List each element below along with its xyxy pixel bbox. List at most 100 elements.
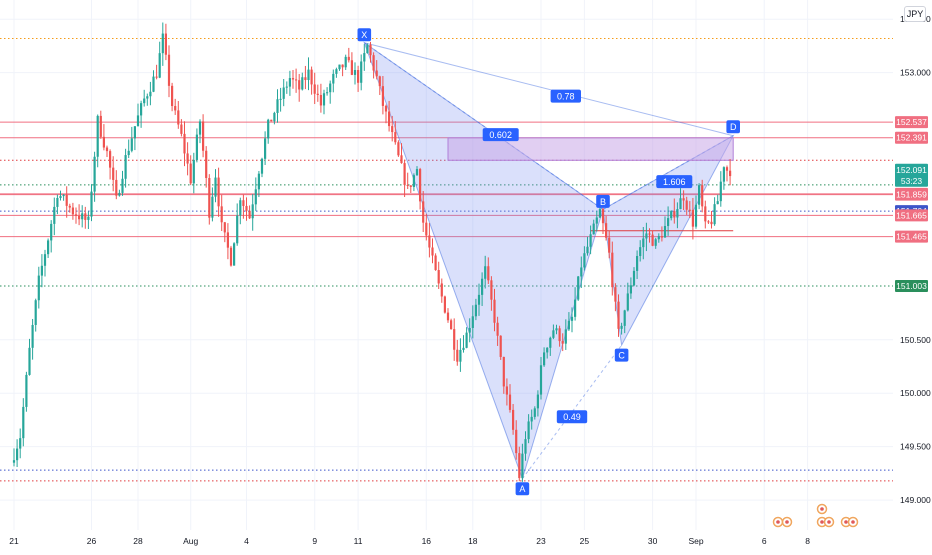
candle-body bbox=[691, 209, 694, 227]
event-marker-dot bbox=[827, 520, 831, 524]
candle-body bbox=[78, 215, 81, 220]
price-axis[interactable]: 153.500153.000150.500150.000149.500149.0… bbox=[893, 0, 932, 550]
price-level-tag[interactable]: 152.391 bbox=[895, 131, 928, 144]
candle-body bbox=[189, 163, 192, 184]
candle-body bbox=[87, 216, 90, 220]
candle-body bbox=[229, 247, 233, 266]
date-tick-label: 18 bbox=[468, 536, 478, 546]
candle-body bbox=[487, 266, 490, 281]
candle-body bbox=[133, 126, 136, 139]
candle-body bbox=[574, 299, 577, 317]
candle-body bbox=[450, 320, 453, 330]
candle-body bbox=[670, 211, 673, 219]
candle-body bbox=[211, 196, 214, 218]
candle-body bbox=[140, 103, 143, 116]
event-marker-dot bbox=[844, 520, 848, 524]
candle-body bbox=[539, 365, 543, 395]
event-marker-dot bbox=[820, 520, 824, 524]
pattern-leg bbox=[364, 42, 604, 210]
candle-body bbox=[161, 33, 164, 54]
event-marker-dot bbox=[851, 520, 855, 524]
price-level-tag[interactable]: 151.859 bbox=[895, 188, 928, 201]
candle-body bbox=[654, 239, 657, 246]
date-tick-label: 30 bbox=[648, 536, 658, 546]
candle-body bbox=[326, 92, 329, 94]
event-markers[interactable] bbox=[772, 503, 859, 528]
candle-body bbox=[682, 198, 685, 201]
target-zone[interactable] bbox=[447, 137, 734, 161]
price-level-tag[interactable]: 151.665 bbox=[895, 209, 928, 222]
price-level-tag[interactable]: 152.537 bbox=[895, 116, 928, 129]
ratio-label-text: 0.78 bbox=[557, 92, 575, 102]
candle-body bbox=[543, 352, 546, 366]
point-b-label[interactable]: B bbox=[596, 194, 610, 208]
date-tick-label: 23 bbox=[536, 536, 546, 546]
price-level-tag[interactable]: 151.465 bbox=[895, 230, 928, 243]
candle-body bbox=[713, 204, 716, 225]
candle-body bbox=[102, 136, 105, 148]
candle-body bbox=[446, 312, 450, 321]
candle-body bbox=[477, 294, 481, 305]
candle-body bbox=[406, 184, 409, 186]
ratio-label[interactable]: 0.78 bbox=[550, 89, 581, 103]
candle-body bbox=[598, 209, 601, 218]
candle-body bbox=[350, 60, 353, 75]
candle-body bbox=[304, 77, 307, 81]
candle-body bbox=[645, 233, 648, 239]
candle-body bbox=[676, 209, 679, 218]
ratio-label[interactable]: 1.606 bbox=[656, 175, 693, 189]
candle-body bbox=[592, 223, 595, 235]
point-a-label[interactable]: A bbox=[515, 482, 530, 496]
price-level-tag[interactable]: 151.003 bbox=[895, 280, 928, 293]
ratio-label-bg bbox=[556, 410, 588, 424]
pattern-leg bbox=[364, 42, 734, 137]
candle-body bbox=[546, 347, 549, 353]
candle-body bbox=[341, 64, 344, 68]
candle-body bbox=[453, 329, 456, 350]
ratio-label[interactable]: 0.49 bbox=[556, 410, 588, 424]
candle-body bbox=[608, 237, 611, 253]
horizontal-levels[interactable] bbox=[0, 37, 893, 482]
candle-body bbox=[118, 192, 121, 196]
candle-body bbox=[595, 217, 598, 224]
candle-body bbox=[338, 64, 341, 70]
candle-body bbox=[577, 276, 580, 300]
candle-body bbox=[143, 98, 146, 104]
date-tick-label: 16 bbox=[422, 536, 432, 546]
date-tick-label: 4 bbox=[244, 536, 249, 546]
point-c-label[interactable]: C bbox=[614, 348, 629, 362]
candle-body bbox=[298, 80, 301, 90]
candle-body bbox=[360, 61, 363, 83]
currency-button[interactable]: JPY bbox=[904, 6, 926, 22]
candle-body bbox=[223, 222, 226, 233]
candle-body bbox=[710, 221, 713, 225]
pattern-labels[interactable]: X A B C D 0.78 0.602 1.606 0.49 bbox=[357, 28, 741, 496]
candle-body bbox=[273, 112, 276, 122]
candle-body bbox=[614, 287, 617, 302]
ratio-label[interactable]: 0.602 bbox=[482, 128, 519, 142]
harmonic-pattern[interactable] bbox=[363, 41, 735, 481]
candle-body bbox=[214, 177, 217, 197]
candle-body bbox=[524, 439, 527, 454]
candle-body bbox=[329, 83, 332, 93]
candle-body bbox=[440, 283, 443, 297]
candle-body bbox=[50, 223, 53, 241]
time-axis[interactable]: 21 26 28 Aug 4 9 11 16 18 23 25 30 Sep 6 8 bbox=[9, 536, 810, 546]
candle-body bbox=[372, 55, 375, 71]
candle-body bbox=[583, 253, 586, 268]
candle-body bbox=[43, 254, 47, 266]
pattern-bcd[interactable] bbox=[602, 134, 735, 347]
candle-body bbox=[310, 69, 313, 85]
candle-body bbox=[415, 169, 419, 176]
candle-body bbox=[149, 91, 152, 97]
candle-body bbox=[136, 115, 140, 127]
candle-body bbox=[422, 201, 425, 223]
point-x-label[interactable]: X bbox=[357, 28, 372, 42]
candle-body bbox=[233, 243, 236, 266]
point-d-label[interactable]: D bbox=[726, 120, 740, 134]
candle-body bbox=[267, 119, 270, 139]
candle-body bbox=[434, 255, 437, 271]
